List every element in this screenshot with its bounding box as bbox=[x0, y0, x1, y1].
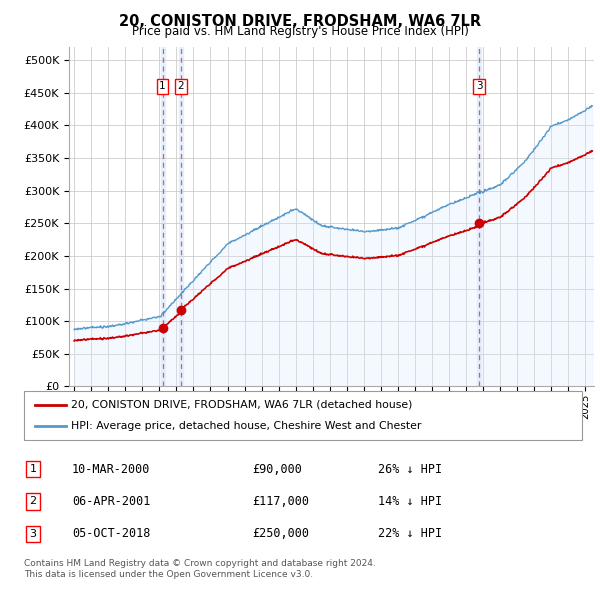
Text: 22% ↓ HPI: 22% ↓ HPI bbox=[378, 527, 442, 540]
Text: £250,000: £250,000 bbox=[252, 527, 309, 540]
Text: 26% ↓ HPI: 26% ↓ HPI bbox=[378, 463, 442, 476]
Bar bbox=[179, 47, 183, 386]
Text: 3: 3 bbox=[29, 529, 37, 539]
Text: This data is licensed under the Open Government Licence v3.0.: This data is licensed under the Open Gov… bbox=[24, 571, 313, 579]
Text: 10-MAR-2000: 10-MAR-2000 bbox=[72, 463, 151, 476]
Bar bbox=[477, 47, 481, 386]
FancyBboxPatch shape bbox=[24, 391, 582, 440]
Text: Contains HM Land Registry data © Crown copyright and database right 2024.: Contains HM Land Registry data © Crown c… bbox=[24, 559, 376, 568]
Text: 1: 1 bbox=[29, 464, 37, 474]
Text: 1: 1 bbox=[159, 81, 166, 91]
Text: 14% ↓ HPI: 14% ↓ HPI bbox=[378, 495, 442, 508]
Text: 20, CONISTON DRIVE, FRODSHAM, WA6 7LR: 20, CONISTON DRIVE, FRODSHAM, WA6 7LR bbox=[119, 14, 481, 28]
Text: £90,000: £90,000 bbox=[252, 463, 302, 476]
Text: Price paid vs. HM Land Registry's House Price Index (HPI): Price paid vs. HM Land Registry's House … bbox=[131, 25, 469, 38]
Text: 05-OCT-2018: 05-OCT-2018 bbox=[72, 527, 151, 540]
Bar bbox=[161, 47, 164, 386]
Text: 2: 2 bbox=[178, 81, 184, 91]
Text: £117,000: £117,000 bbox=[252, 495, 309, 508]
Text: HPI: Average price, detached house, Cheshire West and Chester: HPI: Average price, detached house, Ches… bbox=[71, 421, 422, 431]
Text: 2: 2 bbox=[29, 497, 37, 506]
Text: 3: 3 bbox=[476, 81, 482, 91]
Text: 06-APR-2001: 06-APR-2001 bbox=[72, 495, 151, 508]
Text: 20, CONISTON DRIVE, FRODSHAM, WA6 7LR (detached house): 20, CONISTON DRIVE, FRODSHAM, WA6 7LR (d… bbox=[71, 399, 413, 409]
